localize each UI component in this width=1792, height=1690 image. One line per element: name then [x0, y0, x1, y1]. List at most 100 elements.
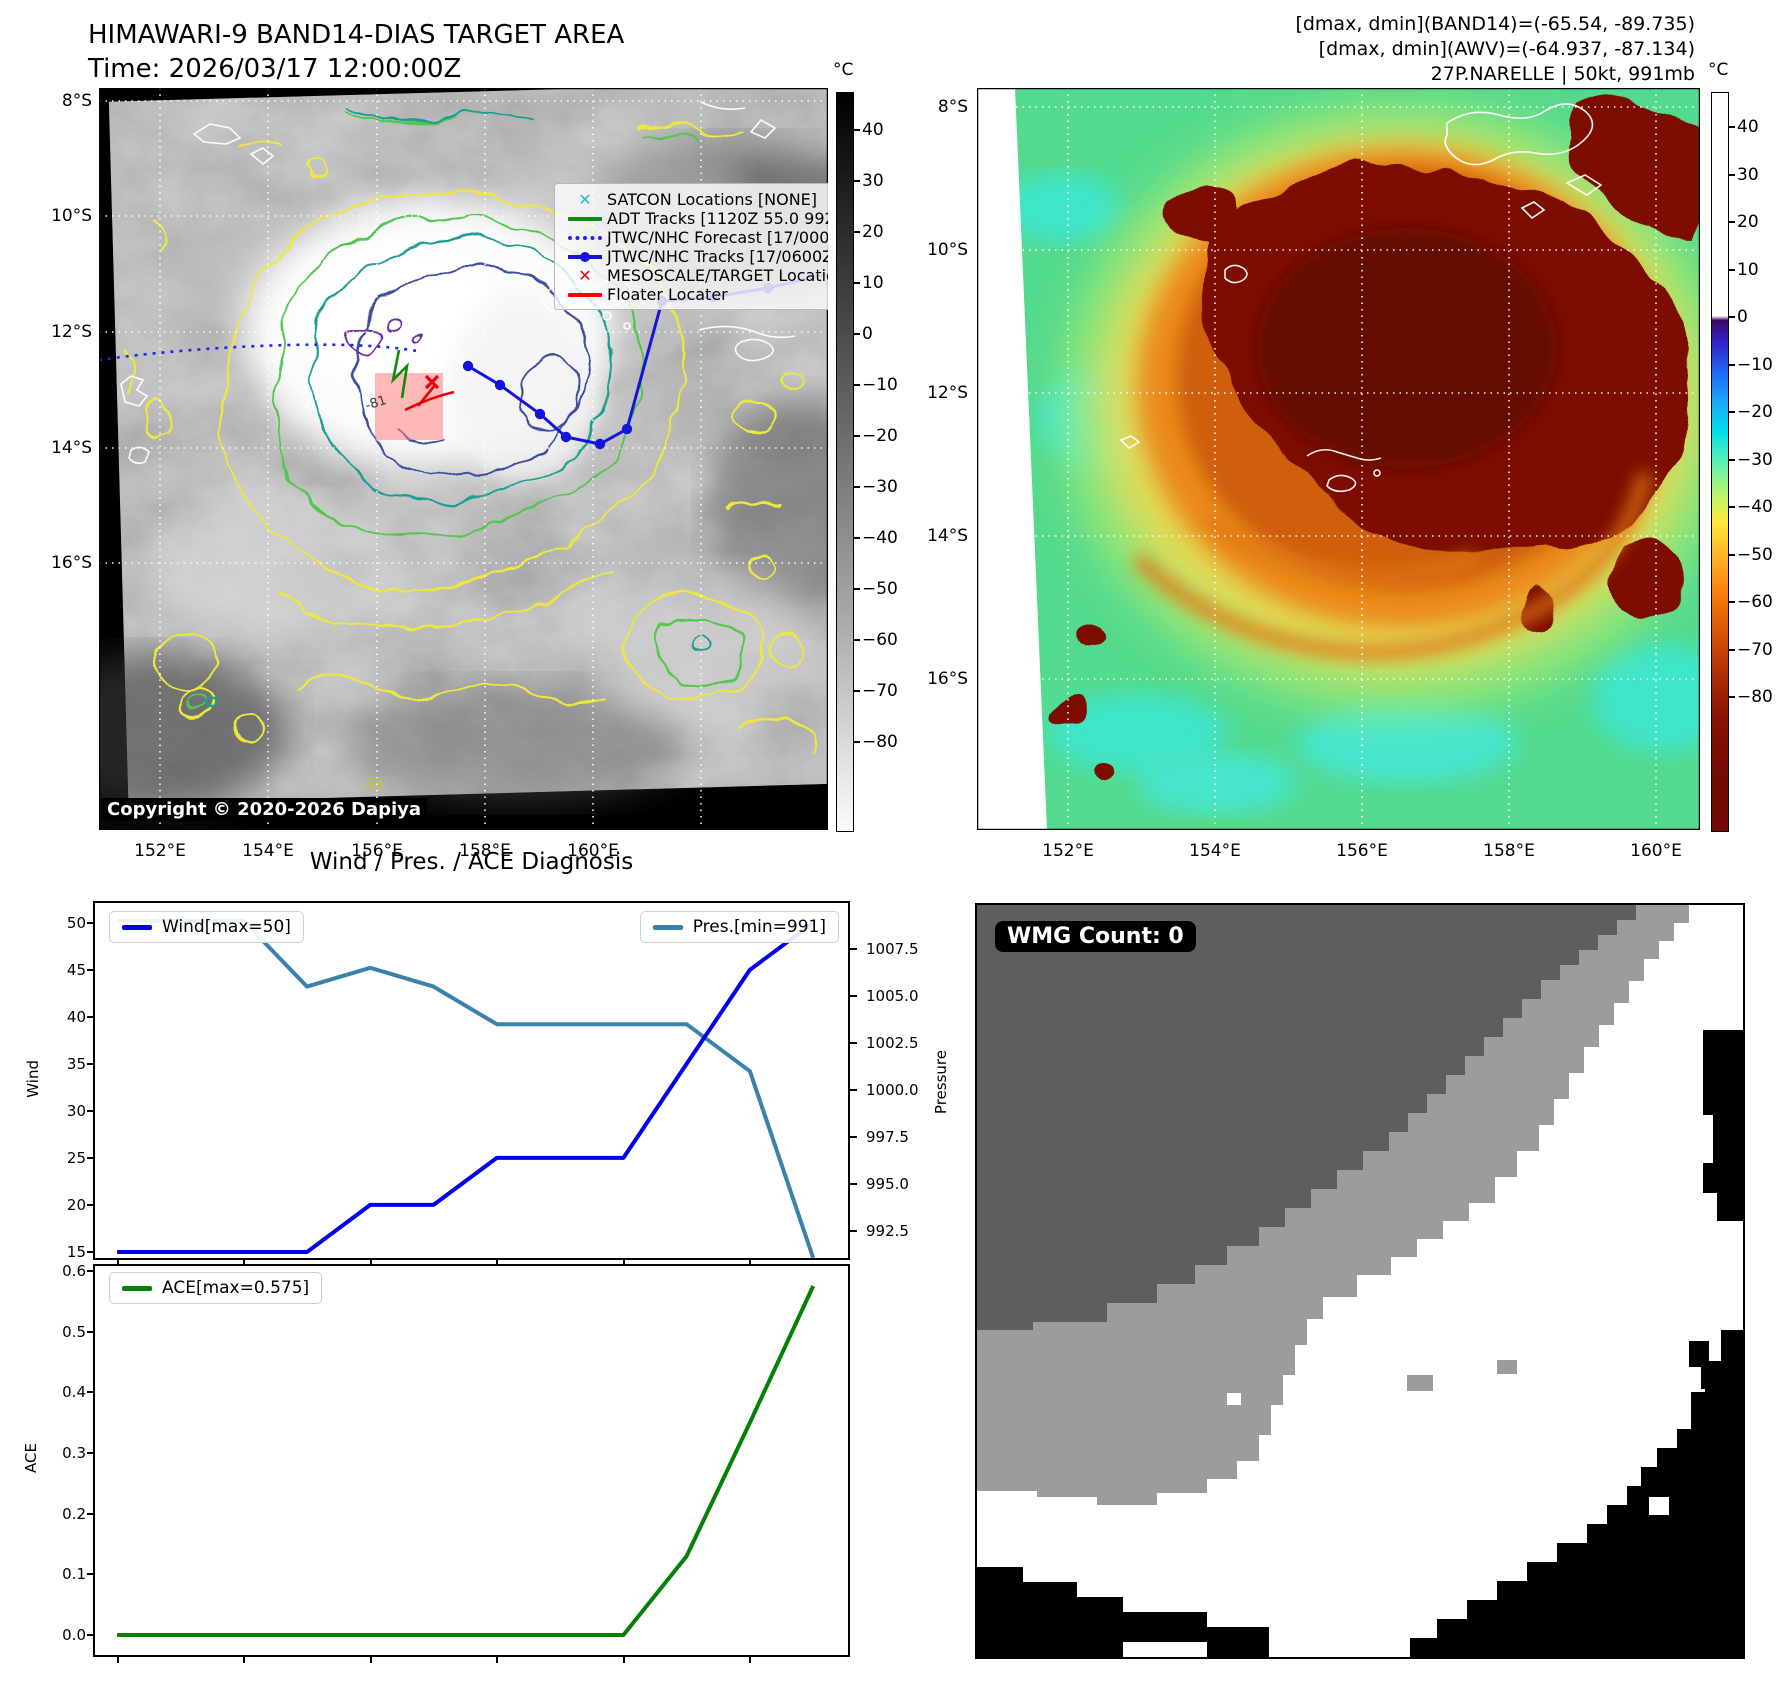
wmg-panel [975, 903, 1745, 1659]
tick-mark [117, 1655, 119, 1663]
tick-label: 995.0 [866, 1174, 909, 1193]
tick-mark [1728, 601, 1735, 603]
tick-label: 154°E [1189, 841, 1241, 861]
tick-mark [749, 1655, 751, 1663]
tick-mark [849, 1135, 857, 1138]
blue-line-dot-icon [563, 249, 607, 265]
tick-label: 10 [1737, 259, 1759, 280]
tick-mark [117, 1258, 119, 1266]
tick-label: 16°S [51, 553, 92, 573]
pressure-legend: Pres.[min=991] [639, 911, 839, 943]
tick-mark [853, 435, 860, 437]
legend-label: JTWC/NHC Forecast [17/0000Z] [607, 228, 828, 247]
coastlines [1119, 103, 1603, 493]
tick-label: 40 [862, 120, 884, 140]
tick-label: 0.0 [62, 1625, 86, 1644]
tick-label: 15 [66, 1242, 86, 1261]
tick-label: 16°S [927, 669, 968, 689]
tick-label: −50 [862, 579, 898, 599]
legend-item-adt: ADT Tracks [1120Z 55.0 992.2] [563, 209, 828, 228]
wmg-light-gray-region [977, 905, 1689, 1505]
tick-mark [1728, 126, 1735, 128]
tick-mark [853, 741, 860, 743]
legend-item-floater: Floater Locater [563, 285, 828, 304]
legend-item-satcon: ✕ SATCON Locations [NONE] [563, 190, 828, 209]
tick-mark [853, 333, 860, 335]
tick-mark [370, 1258, 372, 1266]
page-title: HIMAWARI-9 BAND14-DIAS TARGET AREA [88, 20, 625, 50]
contour-teal [202, 102, 713, 715]
pressure-legend-label: Pres.[min=991] [692, 917, 826, 937]
tick-label: −70 [862, 681, 898, 701]
tick-mark [87, 1156, 95, 1159]
tick-mark [87, 1203, 95, 1206]
tick-mark [853, 129, 860, 131]
tick-label: −40 [1737, 497, 1773, 517]
tick-mark [1728, 316, 1735, 318]
tick-mark [853, 231, 860, 233]
tick-mark [853, 639, 860, 641]
wind-pressure-plot-area [117, 918, 816, 1259]
tick-label: 30 [1737, 164, 1759, 185]
tick-label: 10 [862, 273, 884, 293]
tick-label: 0.3 [62, 1443, 86, 1462]
wind-swatch [122, 924, 152, 930]
tick-label: 0 [862, 324, 873, 344]
wind-legend-label: Wind[max=50] [162, 917, 291, 937]
tick-label: 40 [1737, 117, 1759, 137]
tick-mark [1728, 411, 1735, 413]
tick-mark [87, 1633, 95, 1636]
band14-map-panel: -81 -31 ✕ SATCON Locations [NONE] ADT Tr… [99, 88, 828, 830]
tick-mark [1728, 506, 1735, 508]
tick-label: 160°E [1630, 841, 1682, 861]
dmax-dmin-band14: [dmax, dmin](BAND14)=(-65.54, -89.735) [1295, 13, 1695, 35]
tick-mark [87, 1062, 95, 1065]
contour-yellow [125, 124, 817, 758]
wmg-dark-gray-region [977, 905, 1636, 1330]
tick-mark [1728, 648, 1735, 651]
tick-mark [87, 1330, 95, 1333]
wind-pressure-chart [93, 901, 850, 1260]
ir-contours [125, 102, 817, 758]
tick-label: −60 [862, 630, 898, 650]
awv-satellite-image [977, 88, 1700, 830]
tick-label: 35 [66, 1054, 86, 1073]
tick-label: 50 [66, 913, 86, 932]
cyan-x-icon: ✕ [578, 189, 592, 209]
legend-item-tracks: JTWC/NHC Tracks [17/0600Z] [563, 247, 828, 266]
tick-mark [87, 1451, 95, 1454]
pressure-swatch [652, 924, 683, 930]
tick-mark [1728, 221, 1735, 223]
tick-label: 992.5 [866, 1221, 909, 1240]
legend-label: SATCON Locations [NONE] [607, 190, 818, 209]
tick-label: 0 [1737, 307, 1748, 327]
cloud-shading [99, 143, 828, 813]
tick-label: 158°E [459, 841, 511, 861]
tick-label: 20 [862, 222, 884, 242]
tick-label: 0.5 [62, 1322, 86, 1341]
tick-label: 156°E [351, 841, 403, 861]
tick-label: 1005.0 [866, 987, 919, 1006]
tick-label: 160°E [567, 841, 619, 861]
awv-core-darkest [1257, 228, 1557, 468]
tick-mark [623, 1258, 625, 1266]
adt-track [390, 349, 409, 399]
contour-label-31: -31 [361, 776, 384, 792]
tick-label: 20 [1737, 212, 1759, 232]
wmg-count-badge: WMG Count: 0 [995, 921, 1196, 952]
mesoscale-x-marker [424, 374, 440, 390]
tick-mark [87, 1573, 95, 1576]
diagnosis-title: Wind / Pres. / ACE Diagnosis [309, 849, 634, 875]
tick-label: 1007.5 [866, 940, 919, 959]
tick-mark [370, 1655, 372, 1663]
tick-mark [87, 1109, 95, 1112]
tick-mark [496, 1655, 498, 1663]
legend-label: ADT Tracks [1120Z 55.0 992.2] [607, 209, 828, 228]
tick-mark [853, 690, 860, 692]
tick-mark [853, 537, 860, 539]
red-x-icon: ✕ [578, 265, 592, 285]
tick-mark [849, 1088, 857, 1091]
tick-label: 0.1 [62, 1565, 86, 1584]
contour-label-81: -81 [364, 393, 389, 414]
tick-label: 0.6 [62, 1261, 86, 1280]
